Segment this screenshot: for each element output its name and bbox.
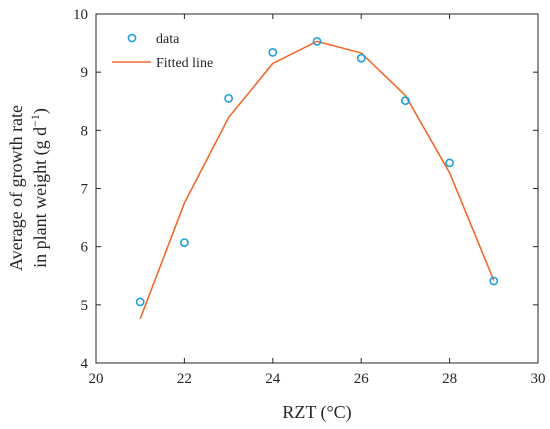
x-tick-label: 22: [177, 371, 192, 387]
axes: 20 22 24 26 28 30 4 5 6 7 8 9 10: [73, 7, 546, 387]
data-point: [224, 93, 233, 103]
data-point: [400, 96, 410, 106]
y-tick-label: 5: [81, 298, 89, 314]
y-tick-label: 8: [81, 123, 89, 139]
x-tick-label: 30: [531, 371, 546, 387]
legend: data Fitted line: [112, 32, 213, 71]
fitted-line: [139, 40, 495, 320]
y-tick-label: 7: [81, 182, 89, 198]
legend-label-fitted: Fitted line: [156, 56, 213, 71]
y-tick-label: 6: [81, 240, 89, 256]
y-axis-title-line2-end: ): [30, 108, 51, 114]
data-point: [135, 297, 145, 307]
data-point: [268, 47, 278, 57]
data-markers-layer: [135, 36, 499, 307]
y-tick-label: 4: [81, 356, 89, 372]
plot-area: [96, 14, 538, 363]
y-tick-label: 9: [81, 65, 89, 81]
data-point: [356, 53, 366, 63]
x-tick-label: 26: [354, 371, 370, 387]
y-axis-title-line2-sup: −1: [28, 114, 42, 127]
x-tick-label: 20: [89, 371, 104, 387]
fitted-line-layer: [139, 40, 495, 320]
y-axis-title-line2-main: in plant weight (g d: [30, 127, 51, 268]
x-axis-title: RZT (°C): [282, 402, 351, 423]
data-point: [179, 238, 189, 247]
data-point: [489, 276, 499, 286]
data-point: [445, 158, 454, 168]
x-tick-label: 24: [265, 371, 281, 387]
legend-marker-data: [127, 33, 137, 43]
x-tick-label: 28: [442, 371, 457, 387]
legend-label-data: data: [156, 32, 180, 47]
data-point: [312, 36, 322, 46]
y-axis-title-line2: in plant weight (g d−1): [28, 108, 51, 268]
y-axis-title-line1: Average of growth rate: [6, 105, 26, 271]
y-tick-label: 10: [73, 7, 88, 23]
